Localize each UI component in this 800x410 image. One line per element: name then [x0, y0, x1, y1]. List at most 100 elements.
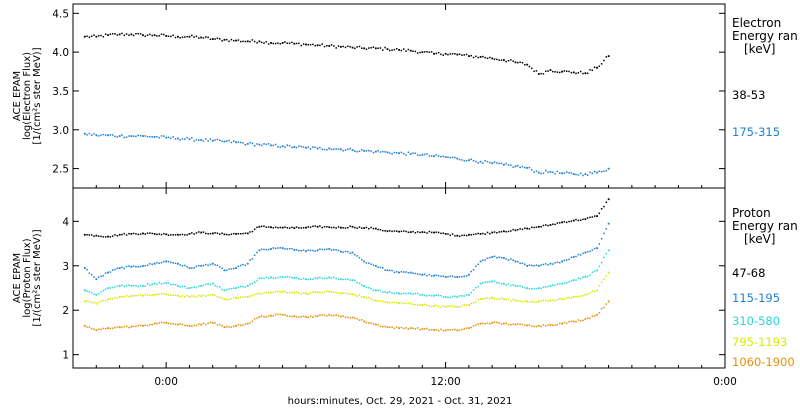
proton-trace-dot	[291, 247, 293, 250]
proton-trace-dot	[319, 291, 321, 294]
electron-trace-dot	[302, 146, 305, 148]
proton-trace-dot	[482, 232, 484, 235]
proton-trace-dot	[449, 329, 452, 331]
proton-data-point	[537, 324, 540, 327]
proton-trace-dot	[570, 320, 573, 323]
electron-trace-dot	[170, 35, 172, 38]
proton-trace-dot	[482, 282, 484, 284]
electron-trace-dot	[372, 151, 375, 154]
electron-trace-dot	[221, 140, 223, 143]
proton-trace-dot	[356, 295, 358, 297]
proton-trace-dot	[524, 300, 526, 302]
proton-trace-dot	[88, 290, 91, 293]
electron-trace-dot	[493, 58, 496, 60]
proton-trace-dot	[356, 318, 358, 320]
proton-trace-dot	[309, 249, 312, 252]
proton-data-point	[246, 232, 249, 235]
proton-data-point	[95, 234, 98, 237]
proton-trace-dot	[256, 251, 258, 254]
electron-trace-dot	[184, 36, 186, 38]
proton-data-point	[351, 279, 354, 281]
proton-trace-dot	[400, 270, 403, 273]
electron-trace-dot	[477, 162, 479, 164]
proton-data-point	[433, 328, 435, 331]
electron-data-point	[200, 139, 203, 141]
proton-trace-dot	[221, 297, 223, 300]
proton-trace-dot	[116, 326, 119, 328]
proton-trace-dot	[558, 283, 561, 285]
proton-trace-dot	[416, 231, 419, 233]
proton-trace-dot	[391, 230, 393, 233]
proton-trace-dot	[440, 294, 442, 297]
proton-data-point	[83, 289, 86, 292]
electron-trace-dot	[512, 166, 514, 168]
proton-trace-dot	[228, 326, 230, 328]
proton-trace-dot	[128, 326, 130, 329]
proton-trace-dot	[395, 230, 398, 232]
electron-trace-dot	[181, 138, 184, 140]
proton-trace-dot	[214, 294, 216, 297]
proton-trace-dot	[531, 264, 533, 267]
proton-data-point	[293, 315, 296, 317]
proton-trace-dot	[104, 272, 107, 274]
electron-trace-dot	[232, 39, 235, 42]
proton-trace-dot	[395, 302, 398, 304]
x-axis: 0:00 12:00 0:00	[154, 376, 736, 388]
proton-trace-dot	[179, 233, 181, 236]
proton-trace-dot	[146, 232, 149, 234]
proton-trace-dot	[451, 275, 454, 278]
electron-trace-dot	[384, 151, 386, 153]
electron-trace-dot	[437, 155, 440, 157]
electron-data-point	[549, 69, 552, 71]
proton-data-point	[502, 230, 505, 233]
proton-trace-dot	[191, 295, 193, 297]
proton-trace-dot	[186, 266, 188, 268]
electron-trace-dot	[286, 42, 289, 44]
proton-trace-dot	[391, 326, 393, 328]
electron-trace-dot	[139, 33, 142, 35]
proton-data-point	[107, 235, 109, 238]
electron-trace-dot	[307, 43, 309, 46]
electron-data-point	[537, 171, 540, 174]
proton-trace-dot	[361, 227, 363, 229]
electron-trace-dot	[242, 40, 244, 43]
electron-trace-dot	[167, 136, 170, 139]
electron-trace-dot	[191, 34, 193, 37]
proton-trace-dot	[181, 265, 184, 267]
proton-trace-dot	[412, 303, 414, 306]
proton-trace-dot	[100, 235, 102, 238]
electron-legend-title-2: Energy ran	[732, 29, 798, 43]
electron-trace-dot	[472, 159, 475, 162]
proton-trace-dot	[323, 314, 326, 316]
proton-trace-dot	[577, 219, 580, 222]
electron-trace-dot	[600, 63, 603, 65]
electron-trace-dot	[547, 171, 549, 173]
proton-data-point	[596, 289, 598, 292]
proton-data-point	[479, 298, 482, 301]
proton-trace-dot	[267, 277, 270, 280]
proton-trace-dot	[151, 232, 153, 235]
proton-data-point	[305, 250, 307, 253]
electron-trace-dot	[90, 35, 93, 37]
electron-trace-dot	[582, 72, 584, 75]
proton-trace-dot	[244, 232, 247, 234]
proton-trace-dot	[232, 287, 235, 289]
proton-trace-dot	[260, 248, 263, 251]
electron-trace-dot	[314, 44, 316, 47]
proton-trace-dot	[447, 329, 449, 331]
proton-data-point	[363, 227, 366, 229]
electron-trace-dot	[221, 40, 223, 42]
proton-trace-dot	[533, 265, 535, 267]
electron-trace-dot	[412, 50, 414, 52]
proton-trace-dot	[358, 256, 361, 259]
proton-trace-dot	[265, 226, 268, 228]
proton-ylabel-line3: [1/(cm²s ster MeV)]	[32, 229, 43, 326]
electron-trace-dot	[309, 43, 312, 46]
proton-trace-dot	[426, 295, 428, 297]
electron-trace-dot	[237, 39, 240, 41]
proton-trace-dot	[97, 301, 100, 304]
proton-trace-dot	[545, 299, 547, 302]
proton-trace-dot	[309, 292, 312, 294]
electron-trace-dot	[377, 150, 379, 152]
